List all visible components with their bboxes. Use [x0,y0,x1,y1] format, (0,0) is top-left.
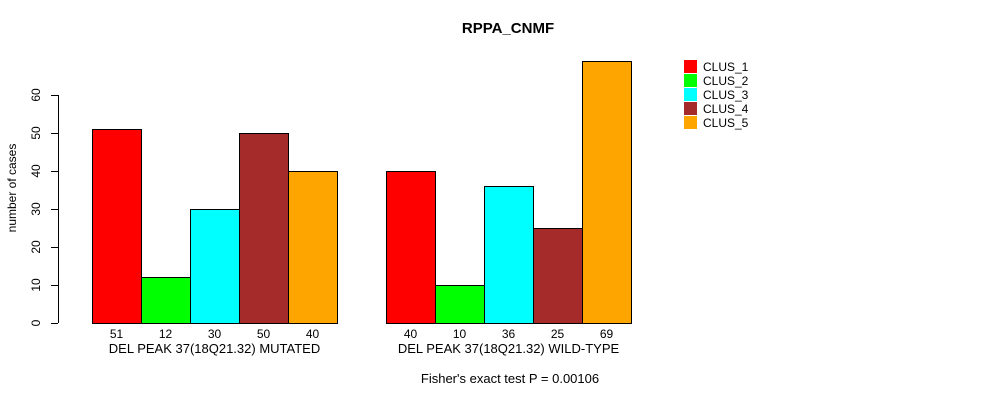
bar-value-label: 51 [109,327,124,341]
bar-clus_1-group2 [386,171,436,324]
legend-label: CLUS_3 [703,87,749,102]
legend-label: CLUS_1 [703,59,749,74]
legend-item-clus_5: CLUS_5 [684,115,749,130]
legend-swatch-clus_3 [684,88,697,101]
bar-clus_2-group2 [435,285,485,324]
bar-value-label: 40 [403,327,418,341]
legend-item-clus_3: CLUS_3 [684,87,749,102]
bar-value-label: 30 [207,327,222,341]
bar-value-label: 36 [501,327,516,341]
x-axis-group-label: DEL PEAK 37(18Q21.32) MUTATED [108,341,321,356]
bar-clus_3-group1 [190,209,240,324]
y-tick-mark [51,322,58,324]
legend-item-clus_4: CLUS_4 [684,101,749,116]
bar-value-label: 25 [550,327,565,341]
bar-clus_2-group1 [141,277,191,324]
legend-label: CLUS_5 [703,115,749,130]
legend-item-clus_1: CLUS_1 [684,59,749,74]
bar-value-label: 12 [158,327,173,341]
y-axis-line [58,95,59,323]
bar-clus_5-group1 [288,171,338,324]
y-tick-mark [51,94,58,96]
legend-swatch-clus_4 [684,102,697,115]
bar-value-label: 69 [599,327,614,341]
y-tick-mark [51,246,58,248]
x-axis-group-label: DEL PEAK 37(18Q21.32) WILD-TYPE [397,341,620,356]
bar-clus_1-group1 [92,129,142,324]
y-tick-label: 50 [29,126,43,140]
y-tick-label: 0 [29,319,43,327]
y-tick-mark [51,132,58,134]
legend-label: CLUS_4 [703,101,749,116]
y-tick-mark [51,284,58,286]
fisher-test-annotation: Fisher's exact test P = 0.00106 [420,371,600,386]
bar-value-label: 50 [256,327,271,341]
y-tick-label: 20 [29,240,43,254]
y-tick-label: 60 [29,88,43,102]
legend-swatch-clus_2 [684,74,697,87]
bar-clus_5-group2 [582,61,632,324]
legend-swatch-clus_5 [684,116,697,129]
bar-value-label: 40 [305,327,320,341]
y-tick-label: 30 [29,202,43,216]
bar-value-label: 10 [452,327,467,341]
legend-swatch-clus_1 [684,60,697,73]
bar-clus_3-group2 [484,186,534,324]
legend-item-clus_2: CLUS_2 [684,73,749,88]
legend: CLUS_1 CLUS_2 CLUS_3 CLUS_4 CLUS_5 [684,60,748,130]
legend-label: CLUS_2 [703,73,749,88]
y-tick-mark [51,170,58,172]
bar-clus_4-group1 [239,133,289,324]
y-tick-label: 40 [29,164,43,178]
y-tick-label: 10 [29,278,43,292]
y-tick-mark [51,208,58,210]
chart-title: RPPA_CNMF [461,20,555,37]
bar-clus_4-group2 [533,228,583,324]
